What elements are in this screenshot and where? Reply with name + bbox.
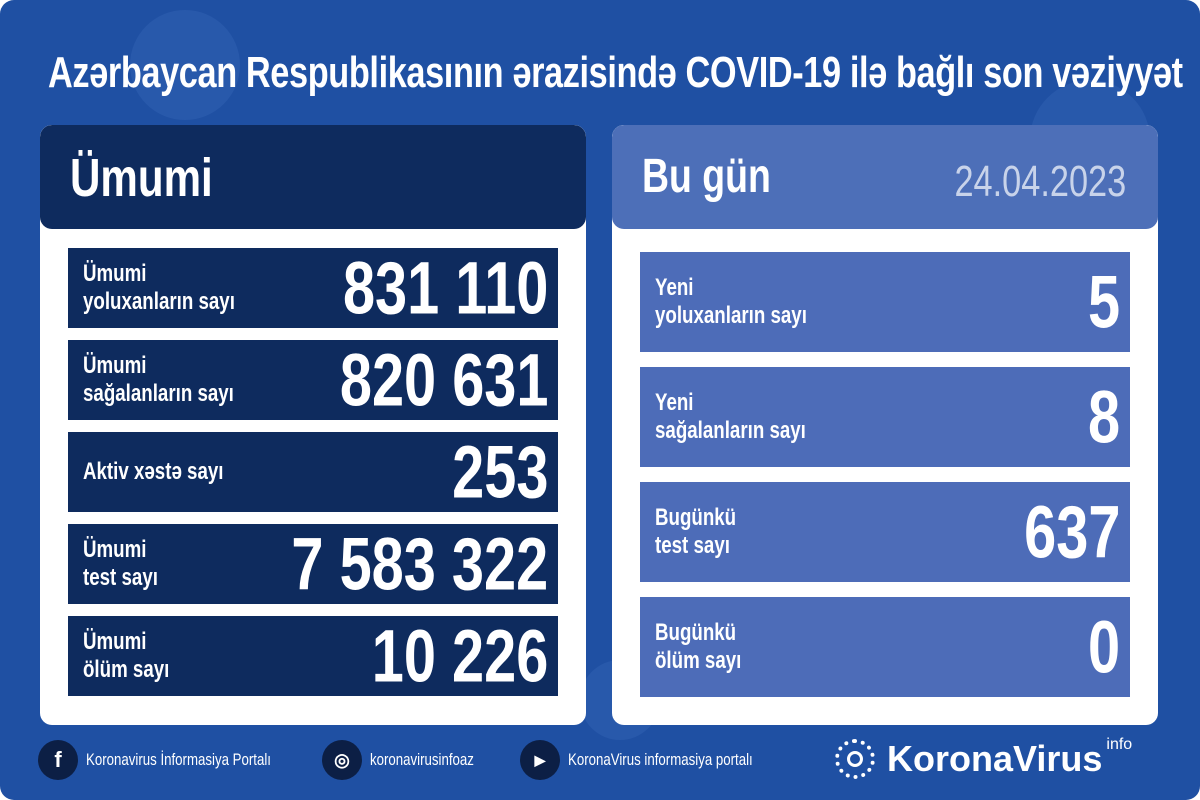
- stat-row-new-infected: Yeni yoluxanların sayı 5: [640, 252, 1130, 352]
- footer: f Koronavirus İnformasiya Portalı ◎ korona…: [0, 730, 1200, 790]
- stat-row-active: Aktiv xəstə sayı 253: [68, 431, 558, 514]
- stat-row-today-tests: Bugünkü test sayı 637: [640, 482, 1130, 582]
- stat-row-total-tests: Ümumi test sayı 7 583 322: [68, 523, 558, 606]
- facebook-icon: f: [38, 740, 78, 780]
- stat-row-total-recovered: Ümumi sağalanların sayı 820 631: [68, 339, 558, 422]
- sun-logo-icon: [835, 739, 875, 779]
- today-header: Bu gün 24.04.2023: [612, 125, 1158, 229]
- stat-row-today-deaths: Bugünkü ölüm sayı 0: [640, 597, 1130, 697]
- youtube-icon: ▶: [520, 740, 560, 780]
- stat-row-total-deaths: Ümumi ölüm sayı 10 226: [68, 615, 558, 698]
- stat-row-total-infected: Ümumi yoluxanların sayı 831 110: [68, 247, 558, 330]
- facebook-link[interactable]: f Koronavirus İnformasiya Portalı: [38, 740, 323, 780]
- stat-row-new-recovered: Yeni sağalanların sayı 8: [640, 367, 1130, 467]
- instagram-link[interactable]: ◎ koronavirusinfoaz: [322, 740, 503, 780]
- youtube-link[interactable]: ▶ KoronaVirus informasiya portalı: [520, 740, 805, 780]
- page-title: Azərbaycan Respublikasının ərazisində CO…: [48, 48, 1183, 97]
- instagram-icon: ◎: [322, 740, 362, 780]
- total-header: Ümumi: [40, 125, 586, 229]
- today-card: Bu gün 24.04.2023 Yeni yoluxanların sayı 5 …: [612, 125, 1158, 725]
- koronavirus-logo: KoronaVirus info: [835, 736, 1132, 780]
- virus-decoration-icon: [130, 10, 240, 120]
- report-date: 24.04.2023: [954, 157, 1126, 206]
- total-card: Ümumi Ümumi yoluxanların sayı 831 110 Ümum…: [40, 125, 586, 725]
